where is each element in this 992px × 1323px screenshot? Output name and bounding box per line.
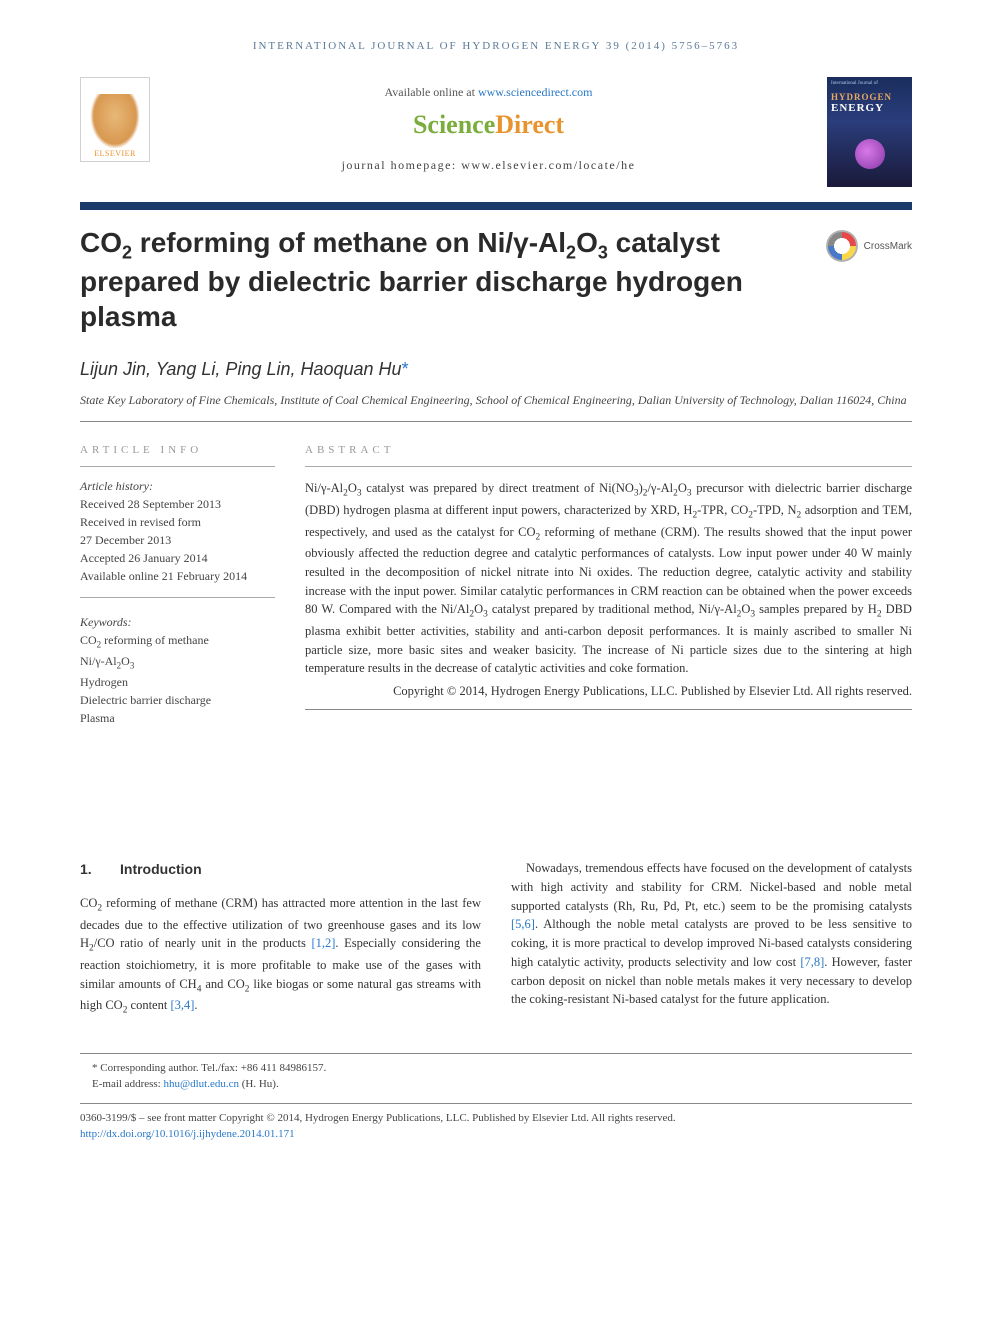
crossmark-label: CrossMark	[864, 241, 912, 252]
front-matter-line: 0360-3199/$ – see front matter Copyright…	[80, 1110, 912, 1127]
abstract-head: ABSTRACT	[305, 442, 912, 468]
email-link[interactable]: hhu@dlut.edu.cn	[163, 1078, 239, 1090]
sd-direct: Direct	[495, 110, 564, 139]
sciencedirect-link[interactable]: www.sciencedirect.com	[478, 85, 593, 99]
email-label: E-mail address:	[92, 1078, 163, 1090]
section-num: 1.	[80, 859, 120, 880]
article-info: ARTICLE INFO Article history: Received 2…	[80, 442, 275, 754]
available-online: Available online at www.sciencedirect.co…	[165, 85, 812, 100]
crossmark-badge[interactable]: CrossMark	[826, 225, 912, 262]
authors: Lijun Jin, Yang Li, Ping Lin, Haoquan Hu…	[80, 359, 912, 380]
keyword: Hydrogen	[80, 673, 275, 691]
history-line: Received in revised form	[80, 513, 275, 531]
abstract-bottom-rule	[305, 709, 912, 710]
article-info-head: ARTICLE INFO	[80, 442, 275, 468]
crossmark-icon	[826, 230, 858, 262]
cover-top: International Journal of	[831, 81, 908, 86]
body-columns: 1.Introduction CO2 reforming of methane …	[80, 859, 912, 1018]
keywords-label: Keywords:	[80, 613, 275, 631]
doi-block: 0360-3199/$ – see front matter Copyright…	[80, 1103, 912, 1143]
keyword: Ni/γ-Al2O3	[80, 652, 275, 673]
history-label: Article history:	[80, 477, 275, 495]
left-column: 1.Introduction CO2 reforming of methane …	[80, 859, 481, 1018]
keyword: Plasma	[80, 709, 275, 727]
running-head: INTERNATIONAL JOURNAL OF HYDROGEN ENERGY…	[80, 40, 912, 52]
doi-link[interactable]: http://dx.doi.org/10.1016/j.ijhydene.201…	[80, 1128, 295, 1140]
center-banner: Available online at www.sciencedirect.co…	[165, 77, 812, 173]
cover-orb-icon	[855, 139, 885, 169]
history-line: Received 28 September 2013	[80, 495, 275, 513]
abstract-body: Ni/γ-Al2O3 catalyst was prepared by dire…	[305, 479, 912, 678]
abstract: ABSTRACT Ni/γ-Al2O3 catalyst was prepare…	[305, 442, 912, 754]
elsevier-label: ELSEVIER	[94, 149, 136, 161]
footnotes: * Corresponding author. Tel./fax: +86 41…	[80, 1053, 912, 1093]
title-rule	[80, 202, 912, 210]
history-line: 27 December 2013	[80, 531, 275, 549]
right-column: Nowadays, tremendous effects have focuse…	[511, 859, 912, 1018]
corresponding-author: * Corresponding author. Tel./fax: +86 41…	[80, 1060, 912, 1077]
journal-cover-thumb[interactable]: International Journal of HYDROGEN ENERGY	[827, 77, 912, 187]
elsevier-tree-icon	[90, 94, 140, 149]
keyword: Dielectric barrier discharge	[80, 691, 275, 709]
available-prefix: Available online at	[385, 85, 478, 99]
elsevier-logo[interactable]: ELSEVIER	[80, 77, 150, 162]
affiliation: State Key Laboratory of Fine Chemicals, …	[80, 392, 912, 422]
cover-title: HYDROGEN	[831, 92, 908, 102]
intro-para-1: CO2 reforming of methane (CRM) has attra…	[80, 894, 481, 1018]
article-title: CO2 reforming of methane on Ni/γ-Al2O3 c…	[80, 225, 806, 334]
journal-homepage[interactable]: journal homepage: www.elsevier.com/locat…	[165, 158, 812, 173]
history-line: Accepted 26 January 2014	[80, 549, 275, 567]
section-1-head: 1.Introduction	[80, 859, 481, 880]
article-history: Article history: Received 28 September 2…	[80, 477, 275, 598]
sd-science: Science	[413, 110, 495, 139]
sciencedirect-logo[interactable]: ScienceDirect	[165, 110, 812, 140]
top-banner: ELSEVIER Available online at www.science…	[80, 77, 912, 187]
section-title: Introduction	[120, 861, 202, 877]
intro-para-2: Nowadays, tremendous effects have focuse…	[511, 859, 912, 1009]
keyword: CO2 reforming of methane	[80, 631, 275, 652]
email-suffix: (H. Hu).	[239, 1078, 279, 1090]
keywords-block: Keywords: CO2 reforming of methane Ni/γ-…	[80, 613, 275, 739]
history-line: Available online 21 February 2014	[80, 567, 275, 585]
cover-sub: ENERGY	[831, 102, 908, 114]
email-line: E-mail address: hhu@dlut.edu.cn (H. Hu).	[80, 1076, 912, 1093]
abstract-copyright: Copyright © 2014, Hydrogen Energy Public…	[305, 682, 912, 701]
